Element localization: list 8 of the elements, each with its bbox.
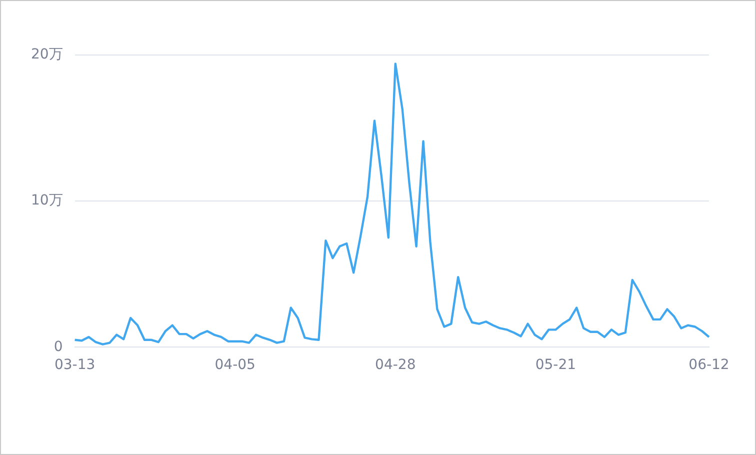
y-tick-label: 10万 (30, 192, 63, 209)
x-tick-label: 06-12 (688, 357, 730, 374)
x-tick-label: 04-28 (375, 357, 416, 374)
x-tick-label: 03-13 (54, 357, 96, 374)
y-tick-label: 20万 (30, 46, 63, 63)
y-tick-label: 0 (54, 338, 63, 355)
x-tick-label: 05-21 (535, 357, 576, 374)
x-tick-label: 04-05 (214, 357, 256, 374)
